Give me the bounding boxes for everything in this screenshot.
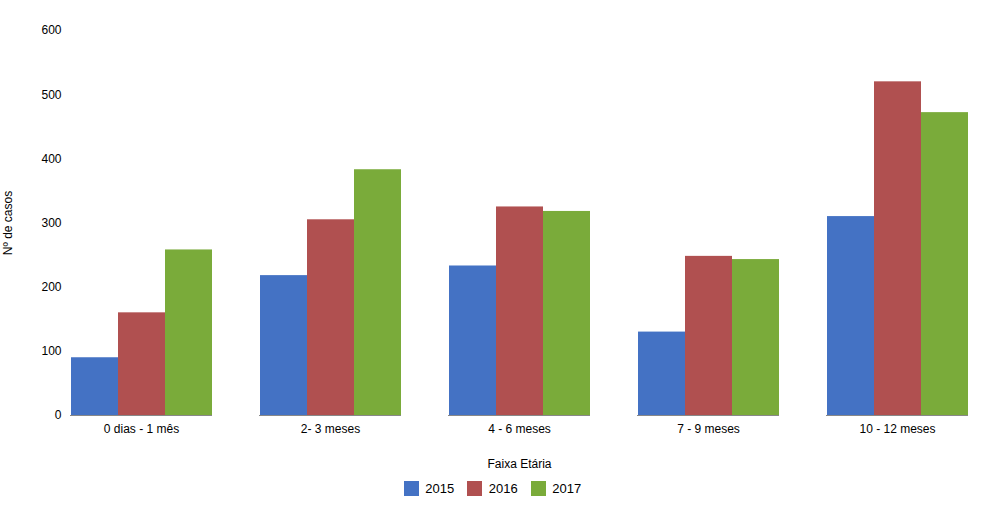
html-text:2015: 2015 [425,481,455,496]
html-text:2016: 2016 [488,481,518,496]
svg-text:10 - 12 meses: 10 - 12 meses [859,422,935,436]
svg-text:2- 3 meses: 2- 3 meses [301,422,360,436]
svg-text:4 - 6 meses: 4 - 6 meses [488,422,551,436]
svg-text:Nº de casos: Nº de casos [1,191,15,255]
svg-text:7 - 9 meses: 7 - 9 meses [677,422,740,436]
svg-text:0 dias - 1 mês: 0 dias - 1 mês [104,422,179,436]
svg-text:200: 200 [41,280,61,294]
html-text:N: 4.213: N: 4.213 [902,513,960,531]
svg-text:0: 0 [55,408,62,422]
svg-text:600: 600 [41,23,61,37]
svg-text:100: 100 [41,344,61,358]
svg-text:300: 300 [41,216,61,230]
svg-text:Faixa Etária: Faixa Etária [487,457,551,471]
svg-text:400: 400 [41,152,61,166]
html-text:2017: 2017 [552,481,582,496]
svg-text:500: 500 [41,88,61,102]
